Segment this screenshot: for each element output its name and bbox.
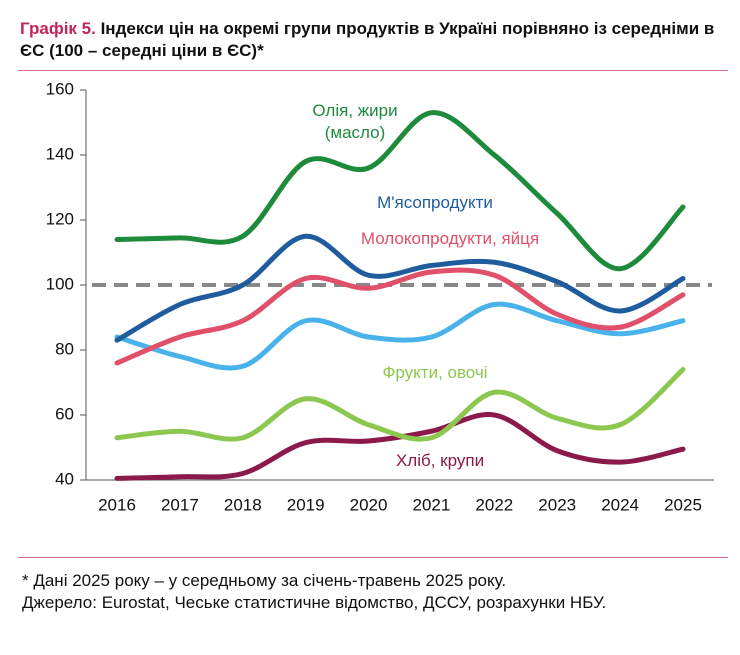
series-line bbox=[114, 367, 686, 442]
series-label: Олія, жири (масло) bbox=[312, 101, 398, 142]
x-tick-label: 2023 bbox=[538, 495, 576, 514]
series-line bbox=[114, 110, 686, 272]
footnote: * Дані 2025 року – у середньому за січен… bbox=[22, 570, 722, 614]
chart-title: Графік 5. Індекси цін на окремі групи пр… bbox=[20, 18, 725, 62]
series-label: М'ясопродукти bbox=[377, 193, 493, 212]
x-tick-label: 2021 bbox=[413, 495, 451, 514]
series-line bbox=[114, 233, 686, 343]
rule bbox=[18, 557, 728, 558]
title-text: Індекси цін на окремі групи продуктів в … bbox=[20, 19, 715, 60]
y-tick-label: 80 bbox=[55, 339, 74, 358]
y-tick-label: 40 bbox=[55, 469, 74, 488]
x-tick-label: 2017 bbox=[161, 495, 199, 514]
y-tick-label: 60 bbox=[55, 404, 74, 423]
chart: 40 60 80 100 120 140 160 2016 2017 2018 2019 2020 20… bbox=[46, 79, 714, 514]
y-tick-label: 140 bbox=[46, 144, 74, 163]
x-tick-label: 2018 bbox=[224, 495, 262, 514]
series-line bbox=[114, 301, 686, 371]
x-tick-label: 2024 bbox=[601, 495, 639, 514]
footnote-line: Джерело: Eurostat, Чеське статистичне ві… bbox=[22, 593, 607, 612]
footnote-line: * Дані 2025 року – у середньому за січен… bbox=[22, 571, 507, 590]
x-tick-label: 2022 bbox=[475, 495, 513, 514]
y-tick-label: 120 bbox=[46, 209, 74, 228]
x-tick-label: 2025 bbox=[664, 495, 702, 514]
series-label: Хліб, крупи bbox=[395, 451, 485, 470]
x-tick-label: 2016 bbox=[98, 495, 136, 514]
series-line bbox=[114, 267, 686, 366]
y-tick-label: 100 bbox=[46, 274, 74, 293]
x-tick-label: 2019 bbox=[287, 495, 325, 514]
y-tick-label: 160 bbox=[46, 79, 74, 98]
series-label: Фрукти, овочі bbox=[382, 363, 488, 382]
rule bbox=[18, 70, 728, 71]
x-tick-label: 2020 bbox=[350, 495, 388, 514]
series-label: Молокопродукти, яйця bbox=[360, 229, 540, 248]
title-label: Графік 5. bbox=[20, 19, 96, 38]
